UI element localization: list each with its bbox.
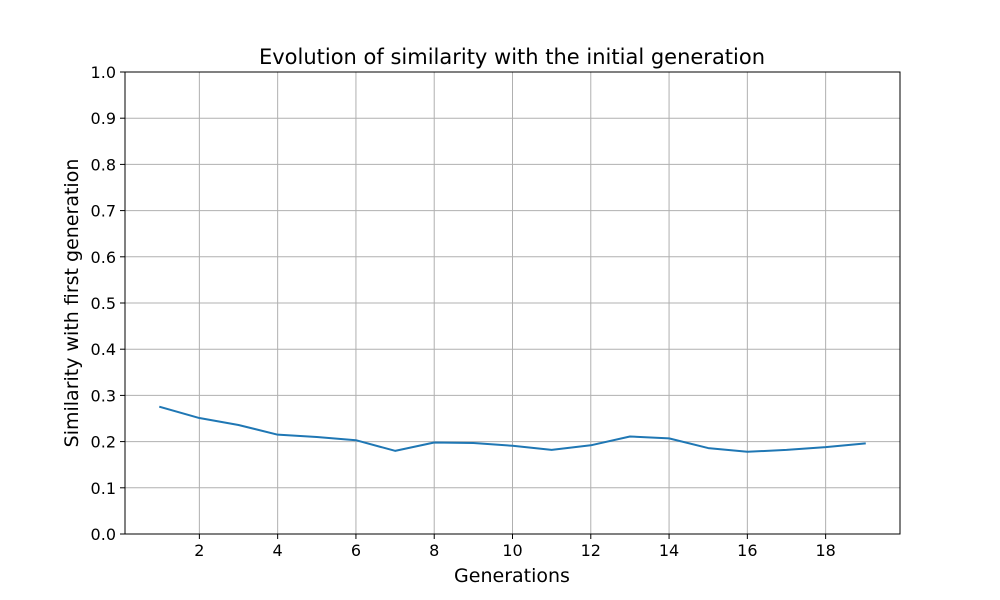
y-tick-label: 0.7: [91, 202, 116, 221]
x-tick-label: 4: [273, 541, 283, 560]
y-tick-label: 0.4: [91, 340, 116, 359]
y-tick-label: 1.0: [91, 63, 116, 82]
x-tick-label: 8: [429, 541, 439, 560]
y-tick-label: 0.9: [91, 109, 116, 128]
series: [158, 405, 866, 453]
y-tick-label: 0.3: [91, 386, 116, 405]
grid: [125, 71, 900, 535]
x-axis: 2 4 6 8 10 12 14 16 18: [194, 534, 836, 560]
x-axis-label: Generations: [454, 565, 570, 587]
x-tick-label: 6: [351, 541, 361, 560]
series-line: [158, 405, 866, 453]
x-tick-label: 16: [737, 541, 757, 560]
y-axis: 0.0 0.1 0.2 0.3 0.4 0.5 0.6 0.7 0.8 0.9 1.0: [91, 63, 125, 544]
x-tick-label: 14: [659, 541, 679, 560]
y-axis-label: Similarity with first generation: [61, 159, 83, 448]
x-tick-label: 2: [194, 541, 204, 560]
x-tick-label: 12: [581, 541, 601, 560]
y-tick-label: 0.2: [91, 433, 116, 452]
chart-title: Evolution of similarity with the initial…: [259, 45, 765, 69]
y-tick-label: 0.5: [91, 294, 116, 313]
y-tick-label: 0.6: [91, 248, 116, 267]
y-tick-label: 0.8: [91, 155, 116, 174]
y-tick-label: 0.1: [91, 479, 116, 498]
x-tick-label: 10: [502, 541, 522, 560]
x-tick-label: 18: [815, 541, 835, 560]
y-tick-label: 0.0: [91, 525, 116, 544]
